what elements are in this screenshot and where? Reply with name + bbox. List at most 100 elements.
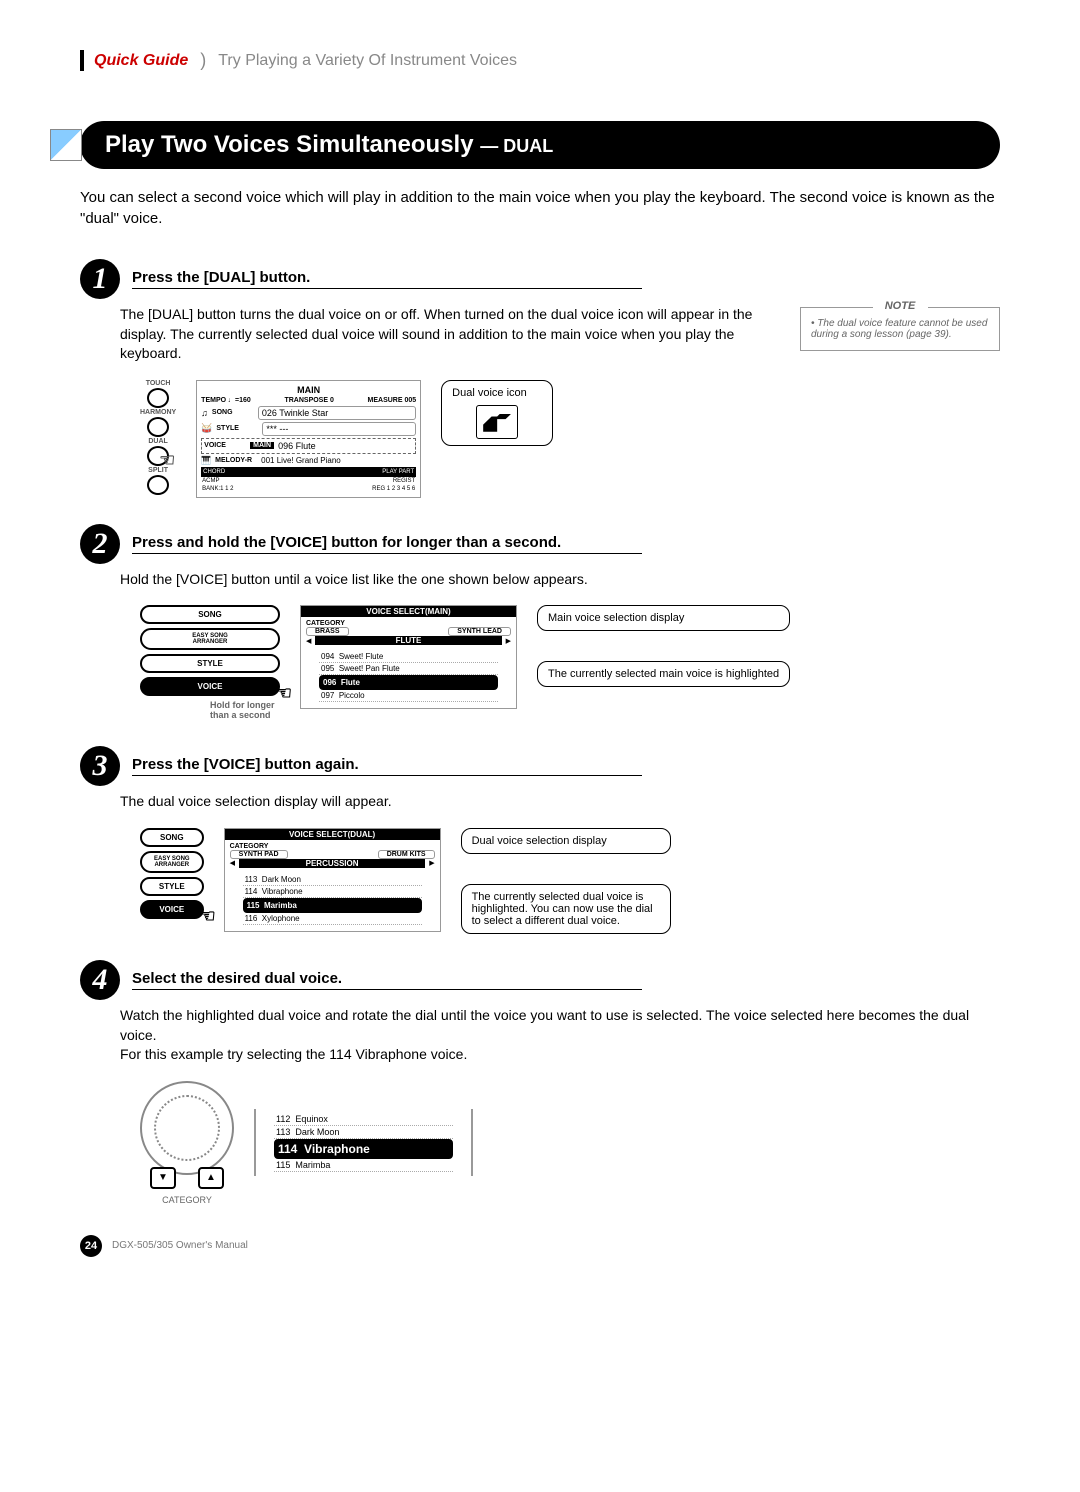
easy-song-button[interactable]: EASY SONG ARRANGER [140, 628, 280, 650]
vs-category: CATEGORY [301, 617, 516, 627]
list-item: 113 Dark Moon [274, 1126, 453, 1139]
dual-display-callout: Dual voice selection display [461, 828, 671, 854]
lcd-bottom-bar: CHORD PLAY PART [201, 467, 416, 477]
piano-icon: 🎹 [201, 456, 211, 465]
step-title: Press the [VOICE] button again. [132, 756, 642, 776]
split-button[interactable] [147, 475, 169, 495]
voice-select-dual-display: VOICE SELECT(DUAL) CATEGORY SYNTH PAD DR… [224, 828, 441, 932]
easy-song-button[interactable]: EASY SONG ARRANGER [140, 851, 204, 873]
dial-down-button[interactable]: ▼ [150, 1167, 176, 1189]
left-arrow-icon[interactable]: ◀ [230, 859, 235, 867]
dial[interactable]: ▼ ▲ [140, 1081, 234, 1175]
list-item: 114 Vibraphone [243, 886, 422, 898]
section-title-sub: — DUAL [480, 136, 553, 156]
song-label: SONG [212, 409, 254, 416]
cat-center: PERCUSSION [239, 859, 425, 868]
cat-left: BRASS [306, 627, 349, 636]
button-stack: SONG EASY SONG ARRANGER STYLE VOICE ☜ Ho… [140, 605, 280, 720]
step-body: Watch the highlighted dual voice and rot… [120, 1006, 1000, 1065]
vs-title: VOICE SELECT(MAIN) [301, 606, 516, 617]
left-arrow-icon[interactable]: ◀ [306, 637, 311, 645]
section-title-bar: Play Two Voices Simultaneously — DUAL [80, 121, 1000, 169]
dual-button[interactable]: ☜ [147, 446, 169, 466]
voice-button-label: VOICE [159, 905, 184, 914]
step-body: Hold the [VOICE] button until a voice li… [120, 570, 1000, 590]
style-button[interactable]: STYLE [140, 877, 204, 896]
step-4: 4 Select the desired dual voice. Watch t… [80, 960, 1000, 1205]
right-arrow-icon[interactable]: ▶ [506, 637, 511, 645]
touch-button[interactable] [147, 388, 169, 408]
harmony-button[interactable] [147, 417, 169, 437]
step-body: The [DUAL] button turns the dual voice o… [120, 305, 780, 364]
voice-button[interactable]: VOICE ☜ [140, 900, 204, 919]
list-item: 116 Xylophone [243, 913, 422, 925]
list-item-selected: 114 Vibraphone [274, 1139, 453, 1159]
note-text: • The dual voice feature cannot be used … [811, 318, 987, 340]
panel-illustration: TOUCH HARMONY DUAL ☜ SPLIT [140, 380, 176, 496]
page-header: Quick Guide ) Try Playing a Variety Of I… [80, 50, 1000, 71]
bank: BANK:1 1 2 [202, 486, 233, 492]
header-subtitle: Try Playing a Variety Of Instrument Voic… [218, 52, 517, 70]
list-item: 112 Equinox [274, 1113, 453, 1126]
transpose: TRANSPOSE 0 [284, 397, 333, 404]
voice-list: 094 Sweet! Flute 095 Sweet! Pan Flute 09… [319, 651, 498, 702]
chord: CHORD [203, 469, 225, 475]
dual-icon [483, 414, 511, 432]
measure: MEASURE 005 [368, 397, 417, 404]
main-selected-callout: The currently selected main voice is hig… [537, 661, 790, 687]
step-number: 2 [80, 524, 120, 564]
manual-title: DGX-505/305 Owner's Manual [112, 1240, 248, 1251]
step-title: Press the [DUAL] button. [132, 269, 642, 289]
step-title: Select the desired dual voice. [132, 970, 642, 990]
style-icon: 🥁 [201, 423, 212, 434]
list-item: 113 Dark Moon [243, 874, 422, 886]
harmony-label: HARMONY [140, 409, 176, 416]
dual-icon-callout: Dual voice icon [441, 380, 553, 446]
cat-right: DRUM KITS [378, 850, 435, 859]
voice-label: VOICE [204, 442, 246, 449]
dual-label: DUAL [140, 438, 176, 445]
list-item: 097 Piccolo [319, 690, 498, 702]
style-value: *** --- [262, 422, 416, 436]
list-item-selected: 115 Marimba [243, 898, 422, 913]
note-label: NOTE [873, 300, 928, 312]
melody-label: MELODY-R [215, 457, 257, 464]
style-button[interactable]: STYLE [140, 654, 280, 673]
step-3: 3 Press the [VOICE] button again. The du… [80, 746, 1000, 934]
note-icon: ♫ [201, 408, 208, 418]
step-number: 1 [80, 259, 120, 299]
touch-label: TOUCH [140, 380, 176, 387]
step-body: The dual voice selection display will ap… [120, 792, 1000, 812]
page-number: 24 [80, 1235, 102, 1257]
hold-caption: Hold for longer than a second [210, 700, 280, 720]
tempo: TEMPO ♩=160 [201, 397, 251, 404]
lcd-main-display: MAIN TEMPO ♩=160 TRANSPOSE 0 MEASURE 005… [196, 380, 421, 498]
vs-title: VOICE SELECT(DUAL) [225, 829, 440, 840]
song-button[interactable]: SONG [140, 828, 204, 847]
hand-pointer-icon: ☜ [276, 683, 292, 704]
right-arrow-icon[interactable]: ▶ [429, 859, 434, 867]
dial-up-button[interactable]: ▲ [198, 1167, 224, 1189]
list-item: 094 Sweet! Flute [319, 651, 498, 663]
regist: REGIST [393, 478, 415, 484]
song-button[interactable]: SONG [140, 605, 280, 624]
dial-illustration: ▼ ▲ CATEGORY [140, 1081, 234, 1205]
main-display-callout: Main voice selection display [537, 605, 790, 631]
acmp: ACMP [202, 478, 219, 484]
reg: REG 1 2 3 4 5 6 [372, 486, 415, 492]
note-box: NOTE • The dual voice feature cannot be … [800, 307, 1000, 351]
section-title-main: Play Two Voices Simultaneously [105, 131, 474, 158]
step-title: Press and hold the [VOICE] button for lo… [132, 534, 642, 554]
step-number: 3 [80, 746, 120, 786]
step-1: 1 Press the [DUAL] button. The [DUAL] bu… [80, 259, 1000, 498]
list-item: 115 Marimba [274, 1159, 453, 1172]
quick-guide-label: Quick Guide [94, 52, 188, 70]
list-item-selected: 096 Flute [319, 675, 498, 690]
melody-value: 001 Live! Grand Piano [261, 456, 341, 465]
playpart: PLAY PART [382, 469, 414, 475]
button-stack: SONG EASY SONG ARRANGER STYLE VOICE ☜ [140, 828, 204, 919]
song-value: 026 Twinkle Star [258, 406, 416, 420]
voice-button[interactable]: VOICE ☜ [140, 677, 280, 696]
lcd-title: MAIN [201, 385, 416, 395]
category-label: CATEGORY [140, 1195, 234, 1205]
